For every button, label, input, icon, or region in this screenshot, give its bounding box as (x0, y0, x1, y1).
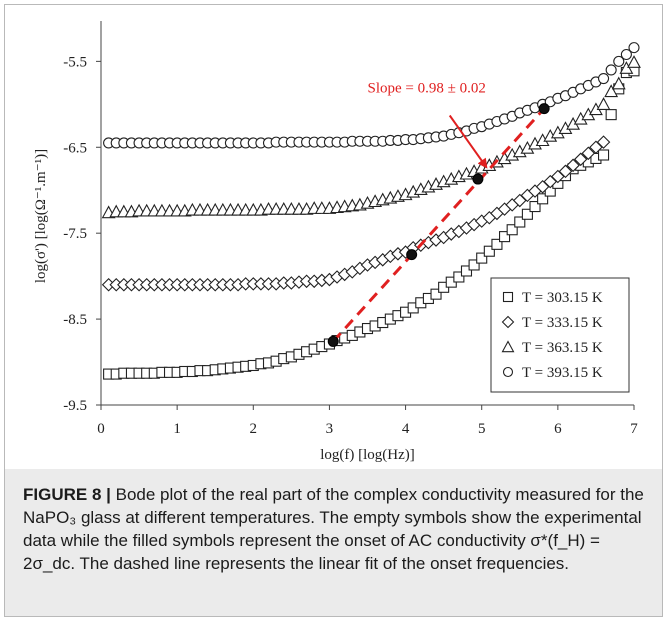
series-diamond-point (581, 146, 596, 161)
series-square-point (514, 216, 526, 228)
x-tick-label: 0 (97, 421, 105, 437)
figure-panel: 0 1 2 3 4 5 6 7 -5.5 -6.5 -7.5 -8.5 -9.5 log(f) [log(… (4, 4, 663, 617)
legend-entry-label: T = 303.15 K (522, 290, 603, 306)
y-axis-label: log(σ') [log(Ω⁻¹.m⁻¹)] (33, 149, 49, 283)
series-square-point (483, 245, 495, 257)
legend-box (490, 277, 630, 393)
series-square-point (529, 201, 541, 213)
chart-area: 0 1 2 3 4 5 6 7 -5.5 -6.5 -7.5 -8.5 -9.5 log(f) [log(… (5, 5, 664, 466)
series-diamond-point (558, 164, 573, 179)
x-tick-label: 2 (250, 421, 257, 437)
x-tick-label: 7 (630, 421, 638, 437)
series-diamond-point (566, 158, 580, 173)
caption-label: FIGURE 8 | (23, 485, 111, 504)
series-circle-point (597, 72, 610, 85)
series-circle-point (613, 55, 625, 67)
series-triangle-point (627, 55, 641, 68)
y-tick-label: -7.5 (63, 226, 87, 242)
y-tick-label: -9.5 (63, 398, 87, 414)
onset-point (538, 103, 550, 115)
legend-entry-label: T = 333.15 K (522, 315, 603, 331)
y-tick-label: -5.5 (63, 54, 87, 70)
series-circle-point (628, 42, 640, 54)
series-square-point (521, 208, 533, 220)
series-triangle-point (611, 76, 626, 90)
legend-entry-label: T = 363.15 K (522, 340, 603, 356)
series-triangle-point (604, 84, 619, 98)
series-diamond-point (573, 152, 588, 167)
caption-text: Bode plot of the real part of the comple… (23, 485, 644, 573)
figure-caption: FIGURE 8 | Bode plot of the real part of… (5, 469, 662, 616)
series-circle-point (620, 48, 632, 61)
series-diamond-point (596, 135, 611, 149)
legend-square-icon (502, 291, 514, 303)
y-tick-label: -8.5 (63, 312, 87, 328)
x-tick-label: 5 (478, 421, 486, 437)
series-square-point (453, 271, 465, 283)
x-tick-label: 1 (173, 421, 181, 437)
series-square-point (605, 109, 617, 121)
legend-entry-label: T = 393.15 K (522, 365, 603, 381)
x-tick-label: 6 (554, 421, 562, 437)
series-square-point (537, 193, 549, 205)
linear-fit-dashed-line (332, 107, 546, 343)
legend-diamond-icon (501, 315, 515, 329)
x-axis-label: log(f) [log(Hz)] (320, 447, 415, 463)
slope-annotation: Slope = 0.98 ± 0.02 (368, 80, 486, 96)
series-square-point (506, 224, 518, 236)
series-square-point (430, 288, 442, 300)
legend-triangle-icon (501, 340, 515, 353)
series-square-point (460, 265, 473, 277)
series-square-point (597, 149, 610, 161)
bode-plot: 0 1 2 3 4 5 6 7 -5.5 -6.5 -7.5 -8.5 -9.5 log(f) [log(… (33, 21, 641, 463)
series-triangle-point (596, 97, 611, 110)
series-circle-point (605, 64, 617, 76)
series-square-point (499, 231, 511, 243)
onset-point (327, 335, 339, 347)
series-square-point (468, 259, 480, 271)
series-square-point (476, 252, 488, 264)
x-tick-label: 3 (326, 421, 334, 437)
series-square-point (491, 238, 503, 250)
y-tick-label: -6.5 (63, 140, 87, 156)
onset-point (472, 173, 484, 185)
legend-circle-icon (502, 366, 514, 378)
onset-point (406, 249, 418, 261)
x-tick-label: 4 (402, 421, 410, 437)
annotation-arrow (448, 114, 488, 169)
